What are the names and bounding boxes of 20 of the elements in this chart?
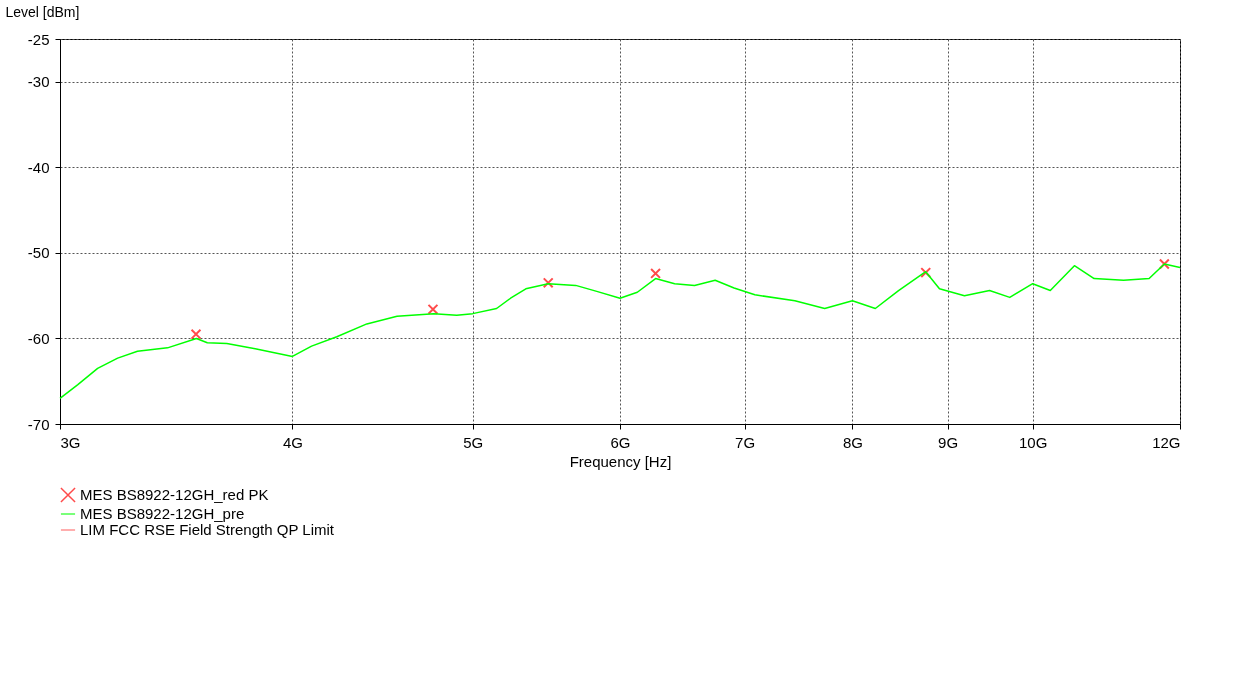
y-tick-label: -25 [27,30,50,48]
x-tick-label: 7G [735,433,756,451]
x-axis-title: Frequency [Hz] [569,452,672,470]
legend-label: LIM FCC RSE Field Strength QP Limit [80,521,335,538]
y-axis-title: Level [dBm] [5,3,80,20]
x-tick-label: 4G [282,433,303,451]
y-tick-label: -40 [27,158,50,176]
x-tick-label: 5G [463,433,484,451]
x-tick-label: 3G [60,433,81,451]
y-tick-label: -50 [27,244,50,262]
x-tick-label: 12G [1152,433,1181,451]
x-tick-label: 9G [938,433,959,451]
x-tick-label: 8G [842,433,863,451]
legend-label: MES BS8922-12GH_red PK [80,486,269,503]
y-tick-label: -30 [27,73,50,91]
x-tick-label: 10G [1019,433,1048,451]
x-tick-label: 6G [610,433,631,451]
y-tick-label: -60 [27,329,50,347]
legend-label: MES BS8922-12GH_pre [80,505,245,522]
y-tick-label: -70 [27,415,50,433]
